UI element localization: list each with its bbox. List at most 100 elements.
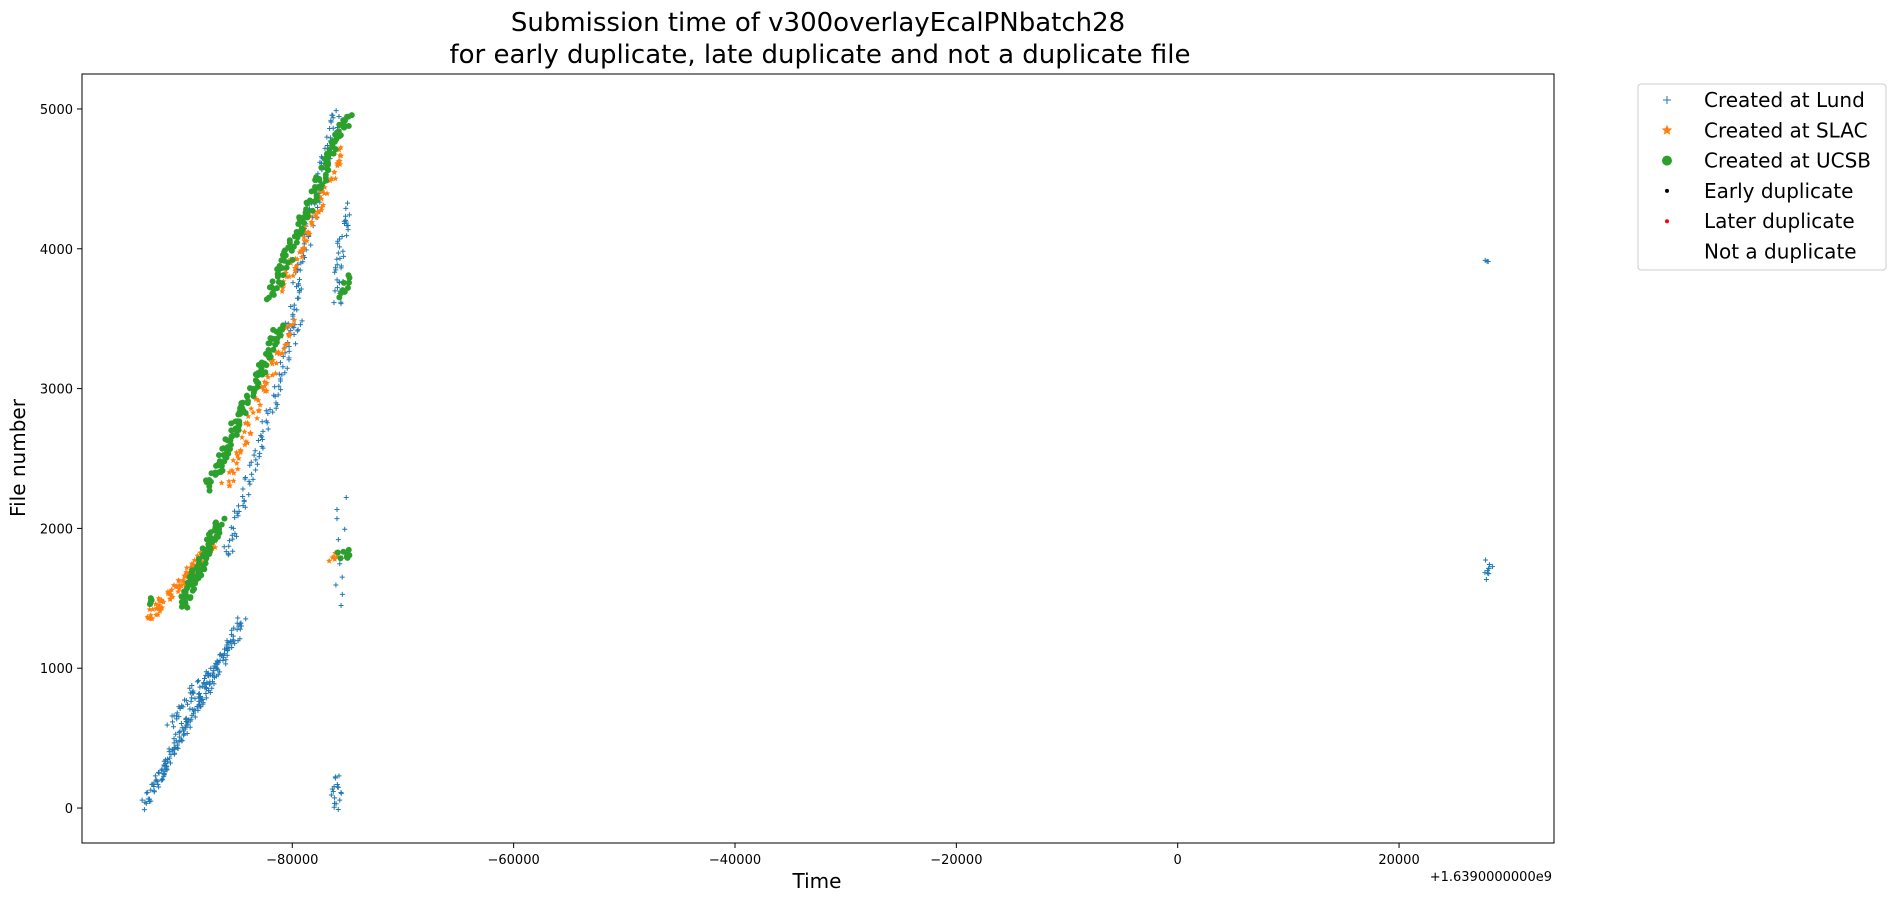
x-tick-label: 20000 — [1378, 853, 1419, 868]
data-point — [147, 796, 153, 802]
data-point — [228, 638, 234, 644]
data-point — [265, 374, 272, 380]
data-point — [230, 477, 237, 484]
data-point — [171, 740, 177, 746]
data-point — [206, 476, 213, 483]
data-point — [146, 606, 153, 613]
x-tick-label: 0 — [1174, 853, 1182, 868]
data-point — [183, 719, 189, 725]
data-point — [244, 398, 251, 405]
data-point — [167, 596, 174, 602]
data-point — [275, 348, 282, 355]
data-point — [179, 703, 185, 709]
data-point — [277, 378, 283, 384]
data-point — [267, 407, 273, 413]
y-tick-label: 3000 — [40, 383, 73, 398]
data-point — [234, 452, 241, 459]
data-point — [181, 731, 187, 737]
data-point — [345, 279, 352, 286]
data-points — [139, 108, 1495, 813]
data-point — [187, 724, 193, 730]
x-axis-offset-label: +1.6390000000e9 — [1430, 870, 1552, 885]
data-point — [279, 284, 286, 291]
data-point — [340, 248, 346, 254]
data-point — [253, 467, 259, 473]
data-point — [1486, 565, 1492, 571]
data-point — [332, 288, 338, 294]
data-point — [168, 591, 175, 598]
data-point — [207, 689, 213, 695]
data-point — [296, 214, 303, 221]
data-point — [151, 781, 157, 787]
data-point — [330, 150, 337, 157]
data-point — [226, 538, 232, 544]
data-point — [332, 775, 338, 781]
legend-marker-created-at-ucsb — [1662, 155, 1672, 166]
data-point — [232, 418, 239, 425]
data-point — [211, 665, 217, 671]
data-point — [280, 345, 287, 352]
data-point — [188, 716, 194, 722]
data-point — [148, 597, 155, 604]
data-point — [318, 164, 325, 171]
data-point — [144, 789, 150, 795]
data-point — [252, 448, 258, 454]
data-point — [318, 207, 325, 213]
data-point — [139, 797, 145, 803]
data-point — [292, 267, 299, 274]
legend-label-early-duplicate: Early duplicate — [1704, 179, 1853, 203]
data-point — [299, 318, 305, 324]
data-point — [337, 236, 343, 242]
data-point — [290, 272, 297, 279]
data-point — [290, 321, 297, 327]
data-point — [237, 636, 243, 642]
x-tick-label: −80000 — [266, 853, 318, 868]
data-point — [335, 240, 341, 246]
data-point — [164, 722, 170, 728]
data-point — [293, 239, 300, 246]
data-point — [195, 556, 202, 563]
data-point — [187, 564, 194, 571]
data-point — [337, 555, 344, 562]
data-point — [183, 569, 190, 575]
data-point — [286, 322, 293, 328]
data-point — [272, 384, 278, 390]
data-point — [192, 696, 198, 702]
data-point — [300, 234, 307, 240]
data-point — [165, 757, 171, 763]
data-point — [234, 465, 241, 472]
data-point — [261, 378, 268, 385]
data-point — [206, 487, 213, 494]
data-point — [269, 372, 276, 378]
data-point — [204, 680, 210, 686]
data-point — [248, 405, 255, 412]
data-point — [321, 190, 328, 196]
data-point — [199, 683, 205, 689]
data-point — [298, 286, 304, 292]
data-point — [176, 704, 182, 710]
data-point — [315, 209, 322, 215]
data-point — [198, 694, 204, 700]
legend-marker-created-at-lund — [1663, 96, 1671, 104]
data-point — [154, 611, 161, 618]
y-axis-ticks: 0 1000 2000 3000 4000 5000 — [40, 103, 82, 817]
data-point — [269, 356, 276, 363]
data-point — [258, 359, 265, 366]
data-point — [257, 401, 264, 408]
data-point — [276, 383, 282, 389]
data-point — [248, 459, 254, 465]
data-point — [333, 108, 339, 114]
data-point — [337, 797, 343, 803]
data-point — [238, 623, 244, 629]
data-point — [338, 152, 344, 159]
data-point — [214, 661, 220, 667]
y-tick-label: 2000 — [40, 522, 73, 537]
data-point — [297, 322, 303, 328]
data-point — [229, 645, 235, 651]
data-point — [276, 331, 283, 338]
data-point — [269, 360, 276, 367]
data-point — [260, 428, 266, 434]
data-point — [213, 664, 219, 670]
data-point — [259, 437, 265, 443]
data-point — [256, 454, 262, 460]
